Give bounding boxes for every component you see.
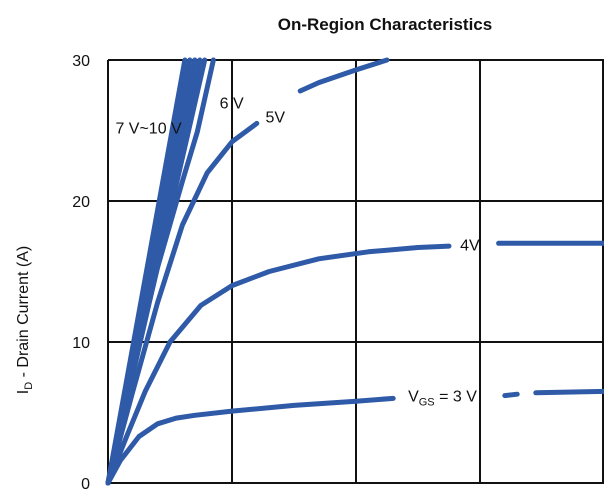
plot-grid — [107, 59, 604, 484]
series-line — [502, 391, 520, 399]
y-tick-label: 10 — [72, 335, 90, 352]
y-tick-label: 20 — [72, 194, 90, 211]
curve-labels: VGS = 3 V 4V 5V 6 V 7 V~10 V — [115, 95, 480, 408]
y-tick-labels: 0 10 20 30 — [72, 53, 90, 489]
series-line — [533, 388, 604, 396]
series-label: 7 V~10 V — [115, 121, 182, 138]
series-label: 6 V — [220, 95, 244, 112]
series-line — [297, 57, 390, 94]
series-label: 4V — [460, 238, 480, 255]
curves — [105, 57, 604, 486]
series-line — [105, 243, 452, 486]
series-line — [105, 395, 396, 486]
series-label: 5V — [265, 109, 285, 126]
y-tick-label: 0 — [81, 476, 90, 489]
chart-title: On-Region Characteristics — [278, 15, 492, 34]
series-label: VGS = 3 V — [408, 389, 477, 409]
y-tick-label: 30 — [72, 53, 90, 70]
series-line — [105, 120, 260, 486]
y-axis-label: ID - Drain Current (A) — [15, 246, 35, 394]
series-line — [105, 57, 208, 486]
